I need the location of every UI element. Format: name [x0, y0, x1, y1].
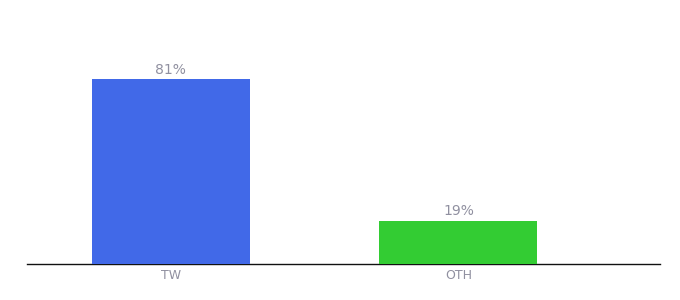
Text: 81%: 81% — [156, 63, 186, 76]
Bar — [92, 79, 250, 264]
Text: 19%: 19% — [443, 204, 474, 218]
Bar — [379, 220, 537, 264]
